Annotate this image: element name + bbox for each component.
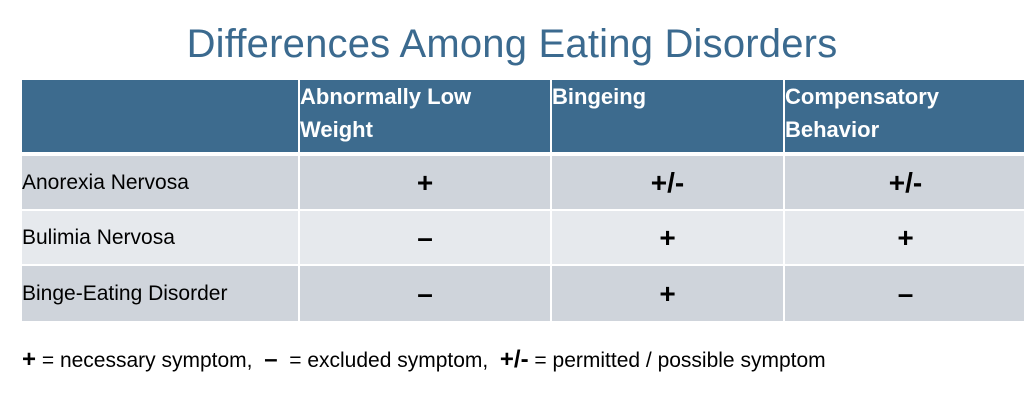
- header-cell-empty: [22, 80, 298, 156]
- cell-anorexia-compensatory: +/-: [785, 156, 1024, 211]
- table-row: Binge-Eating Disorder – + –: [22, 266, 1024, 321]
- cell-binge-eating-low-weight: –: [300, 266, 550, 321]
- eating-disorders-table: Abnormally Low Weight Bingeing Compensat…: [20, 80, 1024, 321]
- cell-anorexia-low-weight: +: [300, 156, 550, 211]
- symbol-legend: + = necessary symptom, – = excluded symp…: [22, 346, 826, 374]
- slide-title: Differences Among Eating Disorders: [186, 22, 838, 66]
- table-row: Anorexia Nervosa + +/- +/-: [22, 156, 1024, 211]
- cell-binge-eating-bingeing: +: [552, 266, 783, 321]
- legend-minus-symbol: –: [264, 346, 278, 373]
- header-abnormally-low-weight: Abnormally Low Weight: [300, 80, 550, 156]
- cell-bulimia-bingeing: +: [552, 211, 783, 266]
- row-label-binge-eating: Binge-Eating Disorder: [22, 266, 298, 321]
- table-header-row: Abnormally Low Weight Bingeing Compensat…: [22, 80, 1024, 156]
- legend-plus-symbol: +: [22, 346, 37, 373]
- row-label-bulimia: Bulimia Nervosa: [22, 211, 298, 266]
- row-label-anorexia: Anorexia Nervosa: [22, 156, 298, 211]
- legend-pm-symbol: +/-: [499, 346, 529, 373]
- legend-plus-text: = necessary symptom,: [36, 349, 253, 372]
- legend-pm-text: = permitted / possible symptom: [528, 349, 826, 372]
- legend-minus-text: = excluded symptom,: [283, 349, 489, 372]
- cell-bulimia-low-weight: –: [300, 211, 550, 266]
- cell-binge-eating-compensatory: –: [785, 266, 1024, 321]
- table-row: Bulimia Nervosa – + +: [22, 211, 1024, 266]
- header-compensatory-behavior: Compensatory Behavior: [785, 80, 1024, 156]
- cell-anorexia-bingeing: +/-: [552, 156, 783, 211]
- header-bingeing: Bingeing: [552, 80, 783, 156]
- cell-bulimia-compensatory: +: [785, 211, 1024, 266]
